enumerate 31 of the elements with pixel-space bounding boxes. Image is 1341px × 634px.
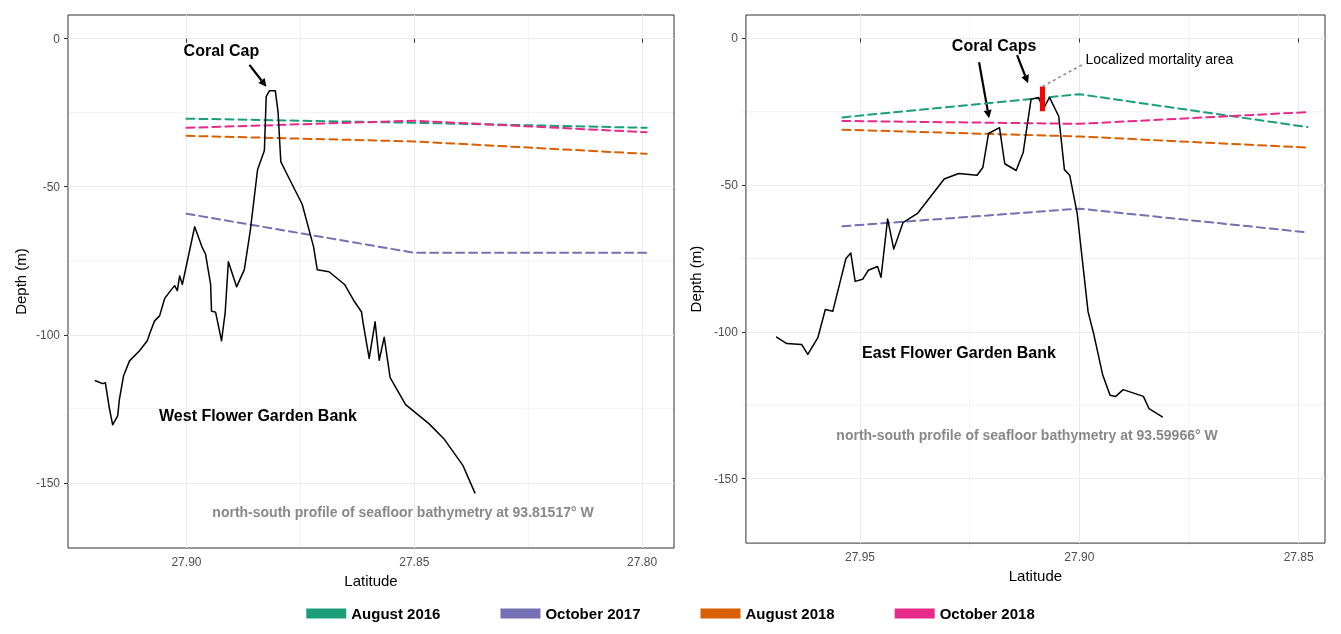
annotation: north-south profile of seafloor bathymetry at 93.59966° W — [836, 427, 1219, 443]
legend-label: October 2018 — [939, 605, 1035, 622]
annotation: Coral Caps — [951, 36, 1037, 54]
annotation: north-south profile of seafloor bathymetry at 93.81517° W — [212, 504, 595, 520]
y-tick-label: -50 — [720, 178, 739, 193]
y-tick-label: -50 — [42, 179, 61, 194]
y-tick-label: -100 — [713, 324, 739, 339]
annotation: West Flower Garden Bank — [159, 406, 358, 424]
annotation: Coral Cap — [183, 42, 260, 60]
y-tick-label: -150 — [35, 475, 61, 490]
annotation: East Flower Garden Bank — [862, 343, 1057, 361]
legend-label: August 2018 — [745, 605, 835, 622]
x-tick-label: 27.80 — [627, 555, 658, 569]
legend-label: October 2017 — [545, 605, 641, 622]
line-series — [94, 90, 476, 494]
line-series — [775, 96, 1163, 418]
annotation: Localized mortality area — [1085, 50, 1234, 67]
x-axis-title: Latitude — [1008, 567, 1063, 584]
y-tick-label: -150 — [713, 471, 739, 486]
x-axis-title: Latitude — [344, 571, 398, 589]
x-tick-label: 27.85 — [399, 555, 430, 569]
x-tick-label: 27.90 — [171, 555, 202, 569]
y-axis-title: Depth (m) — [687, 245, 704, 313]
y-tick-label: 0 — [731, 31, 739, 46]
y-tick-label: 0 — [53, 31, 61, 46]
x-tick-label: 27.90 — [1064, 550, 1095, 565]
x-tick-label: 27.85 — [1283, 550, 1315, 565]
legend-label: August 2016 — [351, 605, 441, 622]
y-axis-title: Depth (m) — [12, 248, 29, 315]
x-tick-label: 27.95 — [844, 550, 876, 565]
y-tick-label: -100 — [35, 327, 61, 342]
